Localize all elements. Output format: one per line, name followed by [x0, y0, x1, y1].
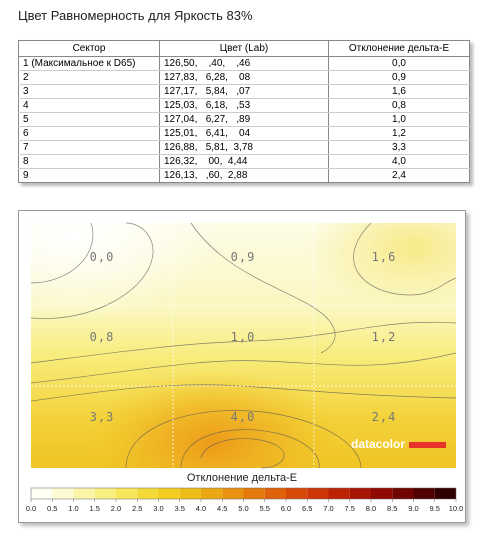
cell-value: 1,6 [372, 250, 397, 264]
table-cell: 126,50, ,40, ,46 [159, 56, 329, 71]
table-cell: 0,9 [328, 70, 470, 85]
cell-value: 0,8 [90, 330, 115, 344]
table-cell: 2,4 [328, 168, 470, 183]
scale-swatch [73, 488, 95, 499]
scale-swatch [349, 488, 371, 499]
table-row: 1 (Максимальное к D65) 126,50, ,40, ,46 0,… [18, 56, 470, 71]
table-cell: 4,0 [328, 154, 470, 169]
scale-swatch [286, 488, 308, 499]
cell-value: 2,4 [372, 410, 397, 424]
scale-swatch [137, 488, 159, 499]
table-cell: 126,88, 5,81, 3,78 [159, 140, 329, 155]
table-cell: 127,83, 6,28, 08 [159, 70, 329, 85]
scale-label: 9.5 [430, 504, 440, 513]
cell-value: 1,2 [372, 330, 397, 344]
cell-value: 0,9 [231, 250, 256, 264]
table-cell: 8 [18, 154, 160, 169]
cell-value: 4,0 [231, 410, 256, 424]
table-cell: 7 [18, 140, 160, 155]
scale-swatch [328, 488, 350, 499]
table-cell: 0,0 [328, 56, 470, 71]
uniformity-map: 0,0 0,9 1,6 0,8 1,0 1,2 3,3 4,0 2,4 datacolor От… [26, 222, 464, 513]
table-row: 6 125,01, 6,41, 04 1,2 [18, 126, 470, 141]
table-cell: 125,03, 6,18, ,53 [159, 98, 329, 113]
scale-label: 6.0 [281, 504, 291, 513]
cell-value: 1,0 [231, 330, 256, 344]
scale-label: 1.0 [68, 504, 78, 513]
column-header: Цвет (Lab) [159, 40, 329, 57]
scale-label: 3.0 [153, 504, 163, 513]
table-row: 7 126,88, 5,81, 3,78 3,3 [18, 140, 470, 155]
table-cell: 126,13, ,60, 2,88 [159, 168, 329, 183]
table-cell: 5 [18, 112, 160, 127]
scale-swatch [31, 488, 53, 499]
scale-label: 9.0 [408, 504, 418, 513]
scale-swatch [179, 488, 201, 499]
column-header: Отклонение дельта-E [328, 40, 470, 57]
table-cell: 1 (Максимальное к D65) [18, 56, 160, 71]
table-cell: 125,01, 6,41, 04 [159, 126, 329, 141]
scale-swatch [52, 488, 74, 499]
scale-label: 5.0 [238, 504, 248, 513]
scale-label: 0.0 [26, 504, 36, 513]
header-row: Сектор Цвет (Lab) Отклонение дельта-E [18, 40, 470, 57]
cell-value: 0,0 [90, 250, 115, 264]
data-table: Сектор Цвет (Lab) Отклонение дельта-E 1 … [18, 40, 470, 183]
scale-label: 0.5 [47, 504, 57, 513]
scale-swatch [222, 488, 244, 499]
scale-label: 6.5 [302, 504, 312, 513]
table-row: 4 125,03, 6,18, ,53 0,8 [18, 98, 470, 113]
table-cell: 1,6 [328, 84, 470, 99]
scale-label: 8.5 [387, 504, 397, 513]
scale-swatch [264, 488, 286, 499]
table-cell: 3 [18, 84, 160, 99]
scale-label: 7.0 [323, 504, 333, 513]
scale-label: 2.5 [132, 504, 142, 513]
table-cell: 126,32, 00, 4,44 [159, 154, 329, 169]
scale-label: 5.5 [260, 504, 270, 513]
table-cell: 127,04, 6,27, ,89 [159, 112, 329, 127]
table-cell: 4 [18, 98, 160, 113]
plot: 0,0 0,9 1,6 0,8 1,0 1,2 3,3 4,0 2,4 datacolor [30, 222, 457, 469]
logo: datacolor [351, 437, 405, 451]
scale-label: 10.0 [449, 504, 464, 513]
table-cell: 1,2 [328, 126, 470, 141]
title: Цвет Равномерность для Яркость 83% [18, 8, 253, 23]
scale-swatch [116, 488, 138, 499]
table-cell: 1,0 [328, 112, 470, 127]
table-row: 2 127,83, 6,28, 08 0,9 [18, 70, 470, 85]
scale-label: 7.5 [345, 504, 355, 513]
cell-value: 3,3 [90, 410, 115, 424]
scale-label: 3.5 [175, 504, 185, 513]
scale-swatch [413, 488, 435, 499]
scale-label: 4.0 [196, 504, 206, 513]
scale-swatch [371, 488, 393, 499]
table-cell: 9 [18, 168, 160, 183]
scale-swatch [201, 488, 223, 499]
scale-swatch [307, 488, 329, 499]
table-cell: 3,3 [328, 140, 470, 155]
scale-label: 1.5 [90, 504, 100, 513]
table-cell: 6 [18, 126, 160, 141]
table-cell: 0,8 [328, 98, 470, 113]
table-row: 9 126,13, ,60, 2,88 2,4 [18, 168, 470, 183]
table-cell: 2 [18, 70, 160, 85]
scale-swatch [434, 488, 456, 499]
scale-label: 2.0 [111, 504, 121, 513]
scale-swatch [94, 488, 116, 499]
scale-label: 4.5 [217, 504, 227, 513]
scale-swatch [158, 488, 180, 499]
table-row: 8 126,32, 00, 4,44 4,0 [18, 154, 470, 169]
table-row: 5 127,04, 6,27, ,89 1,0 [18, 112, 470, 127]
scale-swatch [392, 488, 414, 499]
column-header: Сектор [18, 40, 160, 57]
scale-label: 8.0 [366, 504, 376, 513]
legend-title: Отклонение дельта-E [187, 472, 297, 484]
table-row: 3 127,17, 5,84, ,07 1,6 [18, 84, 470, 99]
scale-swatch [243, 488, 265, 499]
table-cell: 127,17, 5,84, ,07 [159, 84, 329, 99]
map-panel: 0,0 0,9 1,6 0,8 1,0 1,2 3,3 4,0 2,4 datacolor От… [18, 210, 466, 523]
